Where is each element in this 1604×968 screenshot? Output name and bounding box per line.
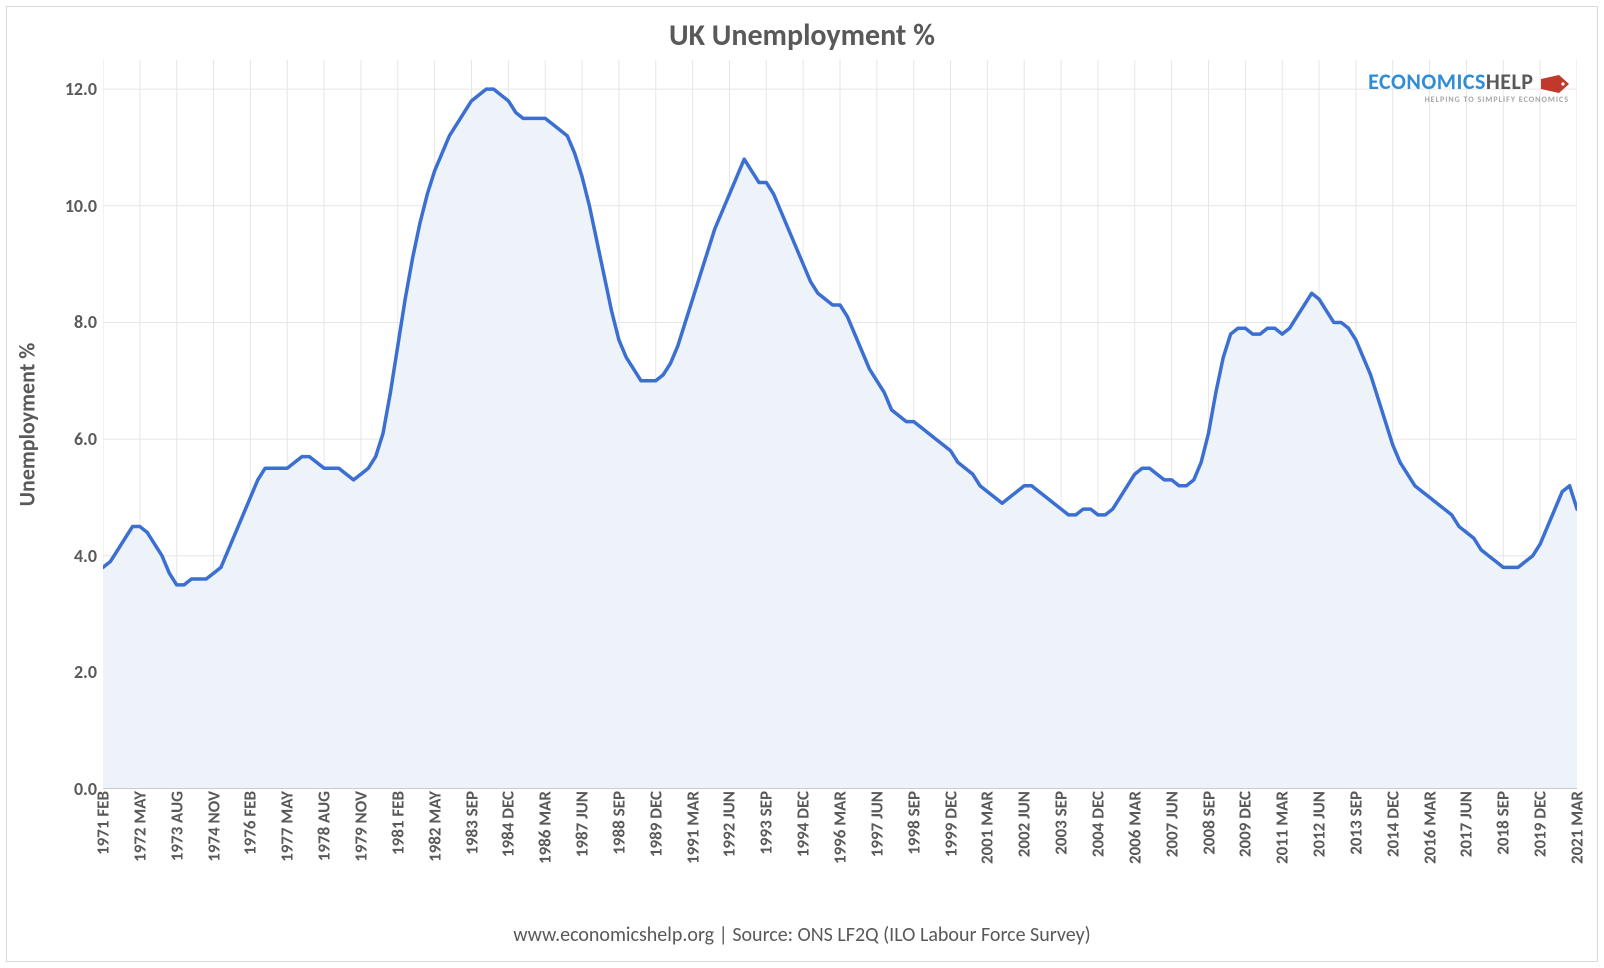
x-tick-label: 1997 JUN [866,791,887,857]
plot-svg [103,60,1577,789]
x-tick-label: 1982 MAY [424,791,445,862]
x-tick-label: 1977 MAY [277,791,298,862]
x-tick-label: 2012 JUN [1309,791,1330,857]
y-axis-label: Unemployment % [14,343,41,507]
x-tick-label: 2014 DEC [1382,791,1403,857]
chart-frame: UK Unemployment % Unemployment % 0.02.04… [6,6,1598,962]
x-tick-label: 1991 MAR [682,791,703,864]
x-tick-label: 1992 JUN [719,791,740,857]
y-tick-label: 10.0 [65,195,97,217]
y-axis-label-wrap: Unemployment % [7,60,47,789]
x-tick-label: 2011 MAR [1272,791,1293,864]
x-tick-label: 2017 JUN [1456,791,1477,857]
x-tick-label: 1976 FEB [240,791,261,855]
chart-title: UK Unemployment % [7,7,1597,60]
x-tick-label: 1978 AUG [314,791,335,861]
x-tick-label: 1972 MAY [129,791,150,862]
x-axis-ticks: 1971 FEB1972 MAY1973 AUG1974 NOV1976 FEB… [103,789,1577,919]
x-tick-label: 1986 MAR [535,791,556,864]
x-tick-label: 1983 SEP [461,791,482,855]
x-tick-label: 1974 NOV [203,791,224,862]
y-tick-label: 6.0 [74,428,97,450]
chart-body: Unemployment % 0.02.04.06.08.010.012.0 E… [7,60,1597,789]
x-tick-label: 1996 MAR [830,791,851,864]
x-tick-label: 2006 MAR [1124,791,1145,864]
x-tick-label: 2016 MAR [1419,791,1440,864]
x-tick-label: 2004 DEC [1087,791,1108,857]
y-tick-label: 2.0 [74,661,97,683]
x-tick-label: 1998 SEP [903,791,924,855]
x-tick-label: 2001 MAR [977,791,998,864]
x-axis-row: 1971 FEB 1972 MAY 1973 AUG 1974 NOV 1976 FEB… [7,789,1597,919]
x-tick-label: 1971 FEB [93,791,114,855]
x-tick-label: 2003 SEP [1051,791,1072,855]
x-tick-label: 1999 DEC [940,791,961,857]
x-tick-label: 1979 NOV [350,791,371,862]
x-tick-label: 2009 DEC [1235,791,1256,857]
x-tick-label: 1984 DEC [498,791,519,857]
x-tick-label: 1988 SEP [608,791,629,855]
x-tick-label: 1987 JUN [572,791,593,857]
y-tick-label: 4.0 [74,545,97,567]
plot-area: ECONOMICSHELP HELPING TO SIMPLIFY ECONOM… [103,60,1577,789]
x-tick-label: 2002 JUN [1014,791,1035,857]
y-tick-label: 12.0 [65,78,97,100]
x-tick-label: 1973 AUG [166,791,187,861]
x-tick-label: 1989 DEC [645,791,666,857]
x-tick-label: 1981 FEB [387,791,408,855]
x-tick-label: 1994 DEC [793,791,814,857]
x-tick-label: 1993 SEP [756,791,777,855]
x-tick-label: 2008 SEP [1198,791,1219,855]
x-tick-label: 2007 JUN [1161,791,1182,857]
y-axis-ticks: 0.02.04.06.08.010.012.0 [47,60,103,789]
x-tick-label: 2013 SEP [1345,791,1366,855]
x-tick-label: 2018 SEP [1493,791,1514,855]
x-tick-label: 2021 MAR [1567,791,1588,864]
chart-caption: www.economicshelp.org | Source: ONS LF2Q… [7,919,1597,961]
y-tick-label: 8.0 [74,311,97,333]
x-tick-label: 2019 DEC [1530,791,1551,857]
